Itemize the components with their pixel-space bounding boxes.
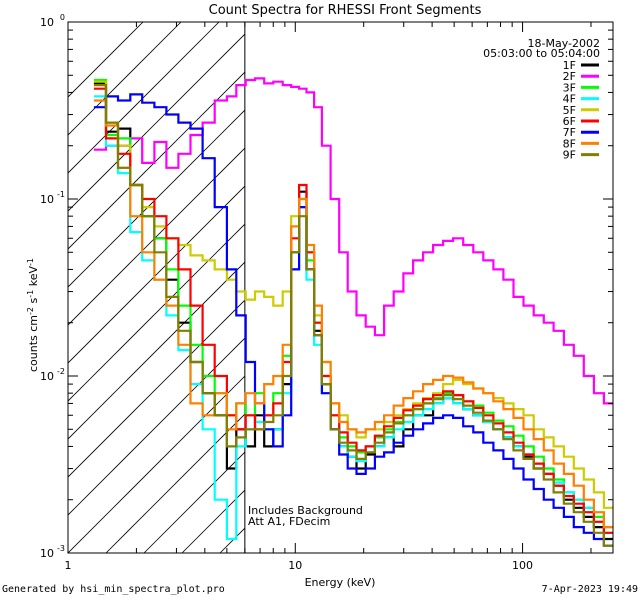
legend-label-3f: 3F [563, 81, 576, 94]
annotation-text: Att A1, FDecim [248, 515, 330, 528]
legend-label-8f: 8F [563, 137, 576, 150]
x-axis-label: Energy (keV) [305, 576, 376, 589]
hatch-line [524, 22, 640, 553]
plot-frame [67, 21, 614, 554]
hatch-line [68, 375, 245, 553]
hatch-line [105, 413, 245, 553]
series-line-7f [93, 93, 613, 547]
time-range-label: 05:03:00 to 05:04:00 [483, 47, 600, 60]
legend-label-1f: 1F [563, 59, 576, 72]
y-tick-exponent: -2 [57, 367, 65, 376]
hatch-line [68, 337, 245, 516]
hatch-line [68, 223, 245, 402]
annotation-text: Includes Background [248, 504, 363, 517]
y-tick-label: 10 [40, 370, 54, 383]
hatch-line [68, 33, 245, 212]
legend-label-6f: 6F [563, 115, 576, 128]
hatch-line [372, 22, 640, 553]
legend-label-5f: 5F [563, 104, 576, 117]
hatch-line [68, 261, 245, 440]
hatch-line [410, 22, 640, 553]
generated-by-text: Generated by hsi_min_spectra_plot.pro [2, 584, 225, 595]
hatch-line [68, 299, 245, 478]
series-line-3f [93, 78, 613, 529]
timestamp-text: 7-Apr-2023 19:49 [541, 584, 638, 595]
hatch-line [219, 527, 245, 553]
hatch-line [600, 22, 640, 553]
x-tick-label: 100 [512, 559, 533, 572]
series-line-1f [93, 82, 613, 541]
x-tick-label: 10 [288, 559, 302, 572]
hatch-line [68, 22, 220, 174]
y-tick-label: 10 [40, 193, 54, 206]
x-tick-label: 1 [65, 559, 72, 572]
legend-label-7f: 7F [563, 126, 576, 139]
y-axis-label: counts cm-2 s-1 keV-1 [26, 258, 40, 372]
hatch-line [68, 185, 245, 364]
hatch-line [143, 451, 245, 553]
hatch-line [334, 22, 640, 553]
legend-label-2f: 2F [563, 70, 576, 83]
series-line-2f [93, 77, 613, 405]
y-tick-exponent: -3 [57, 544, 65, 553]
series-line-8f [93, 99, 613, 529]
hatch-line [68, 22, 182, 136]
series-line-9f [93, 84, 613, 547]
hatch-line [68, 71, 245, 250]
series-line-4f [93, 95, 613, 541]
y-tick-label: 10 [40, 16, 54, 29]
chart-title: Count Spectra for RHESSI Front Segments [209, 3, 482, 18]
hatch-line [68, 147, 245, 326]
hatched-background-region [68, 22, 640, 553]
y-tick-exponent: 0 [60, 13, 65, 22]
date-label: 18-May-2002 [528, 37, 600, 50]
legend-label-4f: 4F [563, 93, 576, 106]
series-line-6f [93, 87, 613, 534]
y-tick-exponent: -1 [57, 190, 65, 199]
legend-label-9f: 9F [563, 149, 576, 162]
y-tick-label: 10 [40, 547, 54, 560]
